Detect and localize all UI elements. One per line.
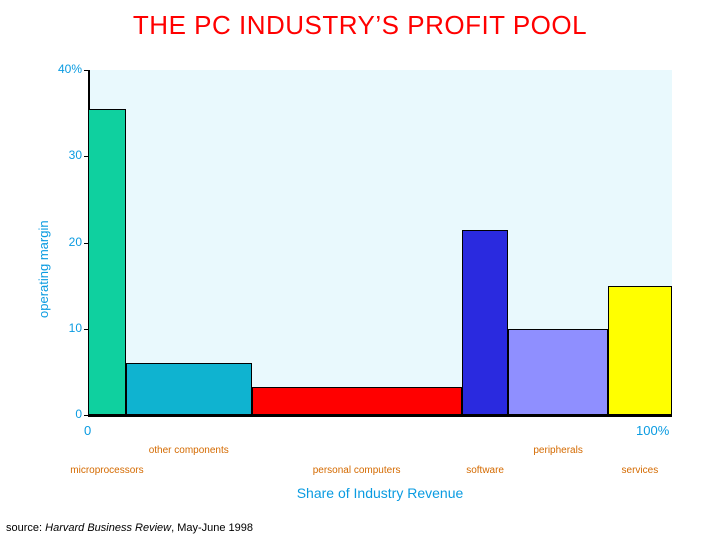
category-label: microprocessors xyxy=(52,465,162,476)
category-label: personal computers xyxy=(302,465,412,476)
profit-pool-chart: 010203040% operating margin Share of Ind… xyxy=(0,0,720,540)
bar-peripherals xyxy=(508,329,607,415)
y-tick-mark xyxy=(84,156,88,157)
y-tick-mark xyxy=(84,243,88,244)
x-axis-title: Share of Industry Revenue xyxy=(88,485,672,501)
source-citation: source: Harvard Business Review, May-Jun… xyxy=(6,522,253,534)
bar-services xyxy=(608,286,672,415)
source-name: Harvard Business Review xyxy=(45,522,171,534)
y-tick-label: 30 xyxy=(44,148,82,162)
bar-personal-computers xyxy=(252,387,462,415)
y-axis-title: operating margin xyxy=(36,221,51,319)
y-tick-mark xyxy=(84,70,88,71)
y-tick-label: 10 xyxy=(44,321,82,335)
x-edge-right: 100% xyxy=(636,423,669,438)
y-tick-label: 40% xyxy=(44,62,82,76)
bar-software xyxy=(462,230,509,415)
x-edge-left: 0 xyxy=(84,423,91,438)
y-tick-label: 0 xyxy=(44,407,82,421)
stage: THE PC INDUSTRY’S PROFIT POOL The value … xyxy=(0,0,720,540)
source-suffix: , May-June 1998 xyxy=(171,522,253,534)
x-axis-line xyxy=(88,415,672,417)
bar-microprocessors xyxy=(88,109,126,415)
source-prefix: source: xyxy=(6,522,45,534)
category-label: services xyxy=(585,465,695,476)
y-tick-mark xyxy=(84,415,88,416)
bar-other-components xyxy=(126,363,252,415)
category-label: peripherals xyxy=(503,445,613,456)
y-tick-mark xyxy=(84,329,88,330)
category-label: other components xyxy=(134,445,244,456)
category-label: software xyxy=(430,465,540,476)
